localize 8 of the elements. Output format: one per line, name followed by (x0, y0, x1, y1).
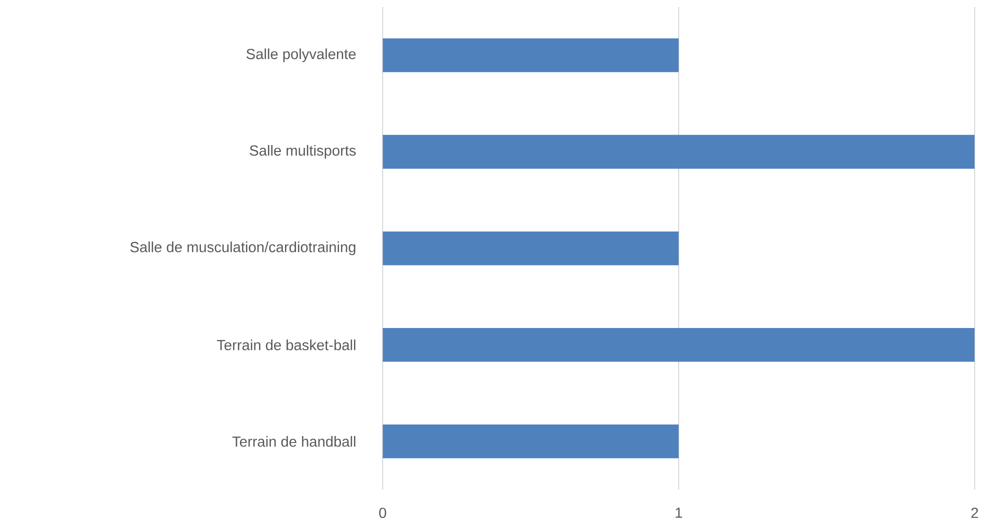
y-tick-label: Terrain de handball (232, 436, 356, 447)
y-tick-label: Terrain de basket-ball (216, 340, 356, 350)
y-tick-label: Salle polyvalente (246, 48, 356, 62)
x-tick-label: 0 (379, 508, 386, 518)
x-tick-label: 1 (676, 508, 682, 518)
y-tick-label: Salle multisports (250, 144, 356, 159)
y-tick-label: Salle de musculation/cardiotraining (130, 242, 356, 256)
x-tick-label: 2 (971, 508, 978, 518)
